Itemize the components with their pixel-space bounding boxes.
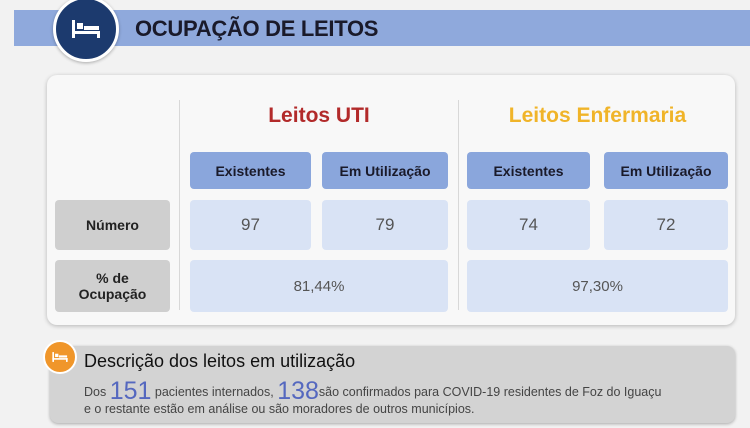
uti-title: Leitos UTI bbox=[268, 104, 370, 127]
description-panel bbox=[50, 346, 735, 423]
uti-existentes-value: 97 bbox=[190, 200, 311, 250]
divider bbox=[458, 100, 459, 310]
enf-existentes-header: Existentes bbox=[467, 152, 590, 189]
enf-existentes-value: 74 bbox=[467, 200, 590, 250]
uti-em-utilizacao-value: 79 bbox=[322, 200, 448, 250]
enfermaria-title: Leitos Enfermaria bbox=[508, 104, 687, 127]
description-line-1: Dos 151 pacientes internados, 138são con… bbox=[84, 377, 661, 406]
text: Dos bbox=[84, 385, 110, 399]
enf-em-utilizacao-value: 72 bbox=[604, 200, 728, 250]
description-title: Descrição dos leitos em utilização bbox=[84, 351, 356, 371]
confirmed-patients: 138 bbox=[277, 377, 319, 405]
occupancy-label-line1: % de bbox=[96, 270, 129, 286]
divider bbox=[179, 100, 180, 310]
enf-occupancy-value: 97,30% bbox=[467, 260, 728, 312]
uti-existentes-header: Existentes bbox=[190, 152, 311, 189]
row-label-ocupacao: % de Ocupação bbox=[55, 260, 170, 312]
text: são confirmados para COVID-19 residentes… bbox=[318, 385, 662, 399]
page-title: OCUPAÇÃO DE LEITOS bbox=[135, 16, 379, 41]
description-line-2: e o restante estão em análise ou são mor… bbox=[84, 402, 475, 416]
total-patients: 151 bbox=[109, 377, 152, 405]
occupancy-label-line2: Ocupação bbox=[78, 286, 147, 302]
header-badge bbox=[53, 0, 119, 62]
row-label-numero: Número bbox=[55, 200, 170, 250]
bed-icon bbox=[52, 352, 68, 362]
uti-em-utilizacao-header: Em Utilização bbox=[322, 152, 448, 189]
text: pacientes internados, bbox=[151, 385, 278, 399]
header-bar bbox=[14, 10, 750, 46]
bed-icon bbox=[72, 20, 100, 38]
description-badge bbox=[43, 340, 77, 374]
enf-em-utilizacao-header: Em Utilização bbox=[604, 152, 728, 189]
uti-occupancy-value: 81,44% bbox=[190, 260, 448, 312]
